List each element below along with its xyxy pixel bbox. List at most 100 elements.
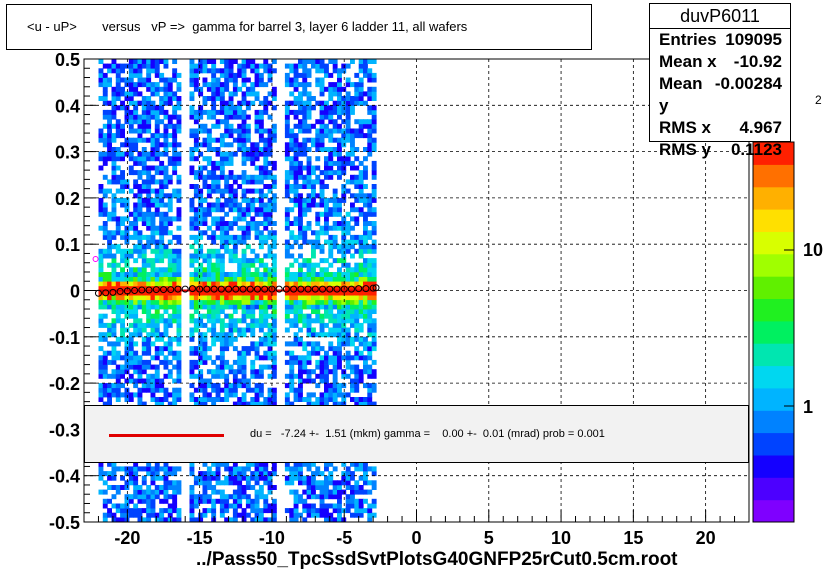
heatmap-cell <box>284 313 290 319</box>
heatmap-cell <box>176 397 182 402</box>
heatmap-cell <box>293 397 299 402</box>
heatmap-cell <box>176 96 182 101</box>
heatmap-cell <box>258 383 264 389</box>
heatmap-cell <box>245 285 251 291</box>
heatmap-cell <box>337 485 342 490</box>
heatmap-cell <box>137 332 143 338</box>
heatmap-cell <box>345 281 351 287</box>
heatmap-cell <box>319 322 325 328</box>
heatmap-cell <box>284 184 290 189</box>
heatmap-cell <box>219 137 225 143</box>
heatmap-cell <box>150 290 156 296</box>
heatmap-cell <box>120 355 125 361</box>
heatmap-cell <box>172 123 178 129</box>
heatmap-cell <box>241 299 247 305</box>
heatmap-cell <box>163 272 169 277</box>
heatmap-cell <box>198 197 204 203</box>
heatmap-cell <box>289 253 295 259</box>
heatmap-cell <box>211 72 217 78</box>
heatmap-cell <box>345 262 351 268</box>
heatmap-cell <box>271 91 277 97</box>
heatmap-cell <box>224 272 230 277</box>
heatmap-cell <box>345 471 351 477</box>
heatmap-cell <box>245 156 251 162</box>
heatmap-cell <box>337 109 342 115</box>
heatmap-cell <box>367 248 373 254</box>
heatmap-cell <box>358 63 364 69</box>
heatmap-cell <box>241 350 247 356</box>
heatmap-cell <box>319 137 325 143</box>
heatmap-cell <box>324 489 329 495</box>
heatmap-cell <box>107 508 112 514</box>
heatmap-cell <box>232 471 238 477</box>
heatmap-cell <box>111 114 117 120</box>
heatmap-cell <box>128 512 134 518</box>
heatmap-cell <box>271 318 277 324</box>
heatmap-cell <box>324 239 329 245</box>
heatmap-cell <box>154 373 160 379</box>
heatmap-cell <box>111 193 117 199</box>
heatmap-cell <box>159 295 165 301</box>
heatmap-cell <box>211 234 217 240</box>
heatmap-cell <box>311 318 316 324</box>
heatmap-cell <box>241 494 247 500</box>
heatmap-cell <box>133 267 139 273</box>
heatmap-cell <box>219 276 225 282</box>
heatmap-cell <box>358 234 364 240</box>
heatmap-cell <box>337 123 342 129</box>
heatmap-cell <box>306 350 312 356</box>
heatmap-cell <box>224 156 230 162</box>
heatmap-cell <box>284 77 290 83</box>
heatmap-cell <box>363 262 368 268</box>
heatmap-cell <box>337 309 342 314</box>
heatmap-cell <box>250 327 256 333</box>
heatmap-cell <box>163 517 169 523</box>
heatmap-cell <box>228 392 234 398</box>
heatmap-cell <box>267 387 273 393</box>
heatmap-cell <box>198 68 204 74</box>
heatmap-cell <box>298 193 303 199</box>
heatmap-cell <box>241 272 247 277</box>
heatmap-cell <box>298 364 303 370</box>
heatmap-cell <box>128 466 134 472</box>
heatmap-cell <box>354 100 360 106</box>
heatmap-cell <box>258 128 264 134</box>
heatmap-cell <box>198 295 204 301</box>
heatmap-cell <box>341 489 347 495</box>
heatmap-cell <box>350 313 355 319</box>
heatmap-cell <box>98 68 104 74</box>
heatmap-cell <box>146 378 152 384</box>
heatmap-cell <box>211 336 217 342</box>
heatmap-cell <box>215 471 221 477</box>
heatmap-cell <box>154 72 160 78</box>
heatmap-cell <box>341 86 347 92</box>
heatmap-cell <box>115 174 121 180</box>
heatmap-cell <box>302 68 308 74</box>
heatmap-cell <box>298 392 303 398</box>
heatmap-cell <box>350 285 355 291</box>
heatmap-cell <box>324 281 329 287</box>
heatmap-cell <box>363 498 368 504</box>
heatmap-cell <box>306 373 312 379</box>
heatmap-cell <box>311 262 316 268</box>
heatmap-cell <box>315 216 321 222</box>
heatmap-cell <box>271 401 277 407</box>
heatmap-cell <box>345 137 351 143</box>
heatmap-cell <box>289 466 295 472</box>
heatmap-cell <box>206 96 212 101</box>
heatmap-cell <box>232 202 238 208</box>
heatmap-cell <box>215 498 221 504</box>
heatmap-cell <box>358 285 364 291</box>
heatmap-cell <box>111 202 117 208</box>
heatmap-cell <box>150 109 156 115</box>
heatmap-cell <box>328 248 334 254</box>
heatmap-cell <box>128 82 134 88</box>
heatmap-cell <box>293 512 299 518</box>
heatmap-cell <box>263 59 269 64</box>
heatmap-cell <box>224 290 230 296</box>
heatmap-cell <box>141 197 147 203</box>
heatmap-cell <box>115 466 121 472</box>
heatmap-cell <box>328 272 334 277</box>
heatmap-cell <box>332 355 338 361</box>
heatmap-cell <box>328 309 334 314</box>
